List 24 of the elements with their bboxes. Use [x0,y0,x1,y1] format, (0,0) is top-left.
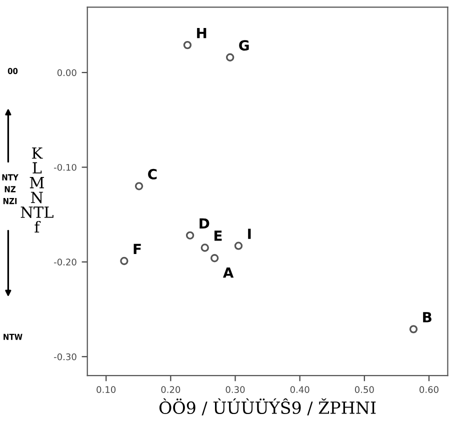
x-tick-label: 0.40 [290,386,310,393]
annotation: I [248,228,251,239]
annotation: B [423,312,432,322]
y-tick-label: 0.00 [57,69,76,76]
text: NTY NZ NZI [2,174,18,204]
annotation: G [239,40,249,51]
annotation: F [134,244,141,254]
annotation: E [214,230,222,241]
y-tick-label: -0.10 [54,164,76,171]
annotation: C [148,168,157,180]
x-tick-label: 0.20 [161,386,180,393]
y-axis-title: K L M N NTL f [20,147,54,233]
y-tick-label: -0.30 [54,353,76,360]
x-tick-label: 0.30 [226,386,245,393]
x-tick-label: 0.10 [96,386,116,393]
annotation: D [200,218,210,228]
text: 00 [8,68,18,74]
y-tick-label: -0.20 [54,258,76,266]
annotation: H [197,28,206,38]
x-tick-label: 0.60 [420,386,438,393]
text: NTW [4,334,22,340]
x-tick-label: 0.50 [354,386,374,393]
annotation: A [222,267,234,278]
x-axis-title: ÒÖ9 / ÙÚÙÜÝŜ9 / ŽPHNI [159,398,376,416]
